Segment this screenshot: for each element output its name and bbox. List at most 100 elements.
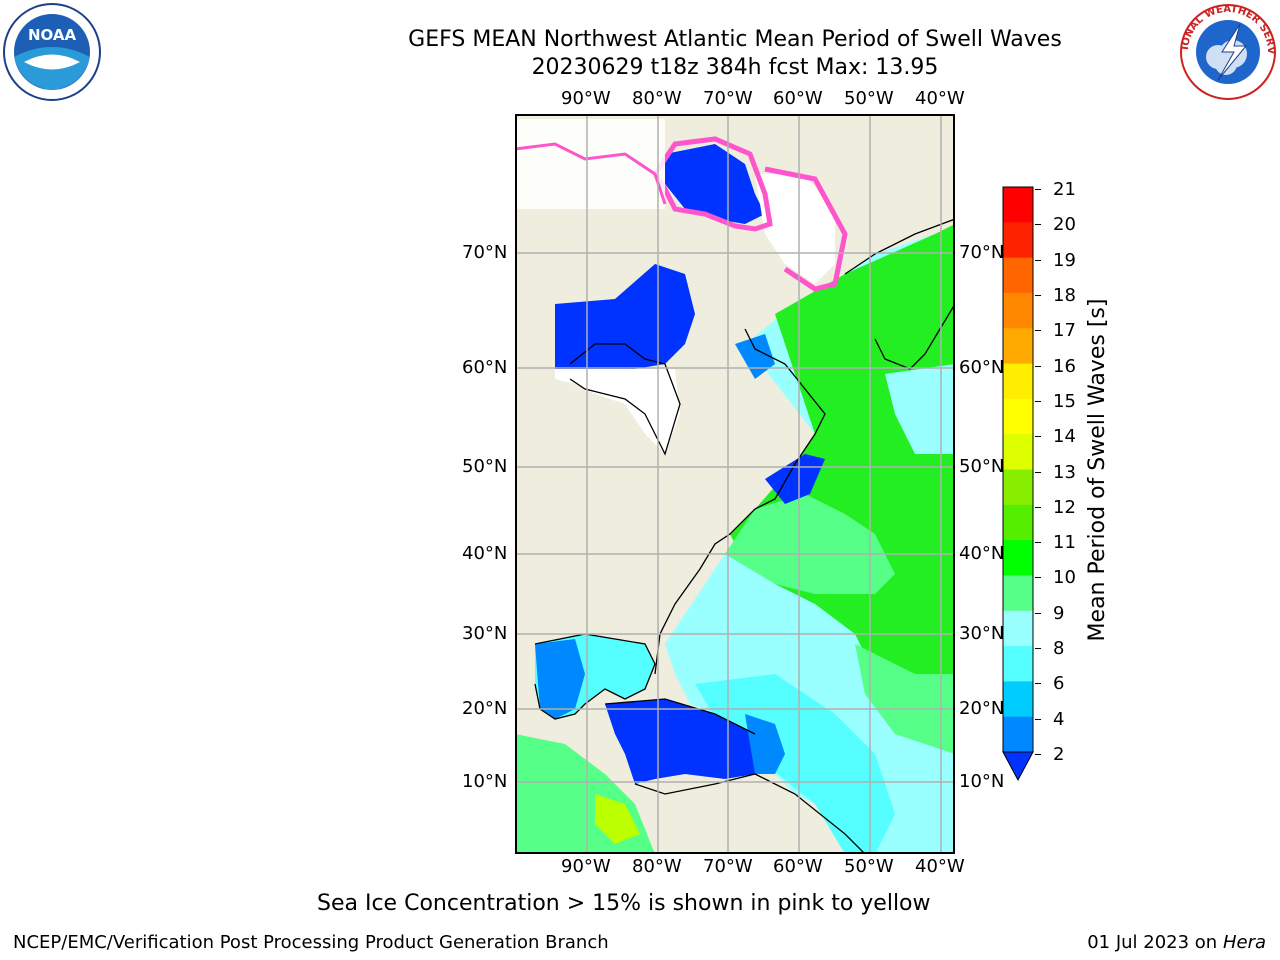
colorbar-segment — [1003, 363, 1033, 400]
colorbar-tick-mark — [1035, 648, 1041, 650]
colorbar-segment — [1003, 398, 1033, 435]
colorbar-tick-label: 8 — [1053, 638, 1065, 660]
colorbar-label: Mean Period of Swell Waves [s] — [1085, 298, 1110, 642]
colorbar-extend-triangle — [1002, 751, 1034, 782]
colorbar-tick-label: 11 — [1053, 532, 1076, 554]
colorbar-segment — [1003, 575, 1033, 612]
lon-label-top-60w: 60°W — [773, 88, 823, 109]
colorbar-tick-label: 13 — [1053, 461, 1076, 483]
footer-credit: NCEP/EMC/Verification Post Processing Pr… — [13, 932, 609, 953]
swell-period-map — [515, 114, 955, 854]
colorbar-tick-mark — [1035, 577, 1041, 579]
colorbar-segment — [1003, 292, 1033, 329]
colorbar-segment — [1003, 610, 1033, 647]
colorbar-tick-label: 17 — [1053, 320, 1076, 342]
lat-label-left-50n: 50°N — [462, 456, 508, 477]
lat-label-right-20n: 20°N — [959, 698, 1005, 719]
lon-label-top-40w: 40°W — [915, 88, 965, 109]
footer-machine: Hera — [1222, 932, 1266, 953]
colorbar-tick-mark — [1035, 683, 1041, 685]
colorbar-tick-label: 18 — [1053, 284, 1076, 306]
map-panel — [515, 114, 955, 854]
colorbar-frame — [1002, 186, 1034, 753]
ocean-green-patch — [855, 644, 955, 754]
colorbar-tick-mark — [1035, 542, 1041, 544]
colorbar-tick-mark — [1035, 330, 1041, 332]
hudson-bay-ice — [555, 369, 680, 454]
colorbar-tick-mark — [1035, 259, 1041, 261]
lon-label-bottom-40w: 40°W — [915, 856, 965, 877]
colorbar-tick-label: 19 — [1053, 249, 1076, 271]
coastlines — [534, 218, 955, 854]
lon-label-top-70w: 70°W — [703, 88, 753, 109]
colorbar-segment — [1003, 716, 1033, 753]
colorbar-tick-label: 12 — [1053, 496, 1076, 518]
arctic-ice-edge — [515, 142, 667, 205]
caribbean-east — [745, 714, 785, 774]
ocean-green-mid — [725, 494, 895, 594]
ice-edge-magenta — [651, 136, 773, 232]
colorbar-tick-mark — [1035, 436, 1041, 438]
lon-label-top-50w: 50°W — [844, 88, 894, 109]
colorbar-segment — [1003, 328, 1033, 365]
lat-label-right-60n: 60°N — [959, 357, 1005, 378]
ice-edge-magenta-east — [764, 166, 848, 292]
colorbar-segment — [1003, 222, 1033, 259]
colorbar-tick-mark — [1035, 506, 1041, 508]
colorbar — [1000, 185, 1040, 785]
colorbar-graphic — [1002, 186, 1034, 782]
colorbar-segment — [1003, 681, 1033, 718]
colorbar-ticks: 21 20 19 18 17 16 15 14 13 12 11 10 9 8 6 4 2 — [1035, 180, 1095, 770]
chart-subtitle: 20230629 t18z 384h fcst Max: 13.95 — [531, 55, 939, 80]
ocean-green-north — [730, 224, 955, 714]
pacific-yellow — [595, 794, 640, 844]
colorbar-tick-label: 2 — [1053, 744, 1065, 765]
sea-ice-note: Sea Ice Concentration > 15% is shown in … — [317, 891, 931, 916]
colorbar-segment — [1003, 257, 1033, 294]
lon-label-top-80w: 80°W — [632, 88, 682, 109]
colorbar-tick-label: 20 — [1053, 214, 1076, 236]
footer-date: 01 Jul 2023 on Hera — [1087, 932, 1266, 954]
colorbar-tick-label: 15 — [1053, 390, 1076, 412]
lon-label-bottom-70w: 70°W — [703, 856, 753, 877]
lon-label-bottom-60w: 60°W — [773, 856, 823, 877]
colorbar-tick-mark — [1035, 294, 1041, 296]
lat-label-left-60n: 60°N — [462, 357, 508, 378]
colorbar-tick-mark — [1035, 754, 1041, 755]
colorbar-tick-label: 9 — [1053, 602, 1065, 624]
lat-label-right-40n: 40°N — [959, 543, 1005, 564]
nws-logo: NATIONAL WEATHER SERVICE — [1174, 0, 1278, 102]
colorbar-tick-label: 10 — [1053, 567, 1076, 589]
colorbar-segment — [1003, 434, 1033, 470]
lat-label-left-20n: 20°N — [462, 698, 508, 719]
lat-label-right-70n: 70°N — [959, 242, 1005, 263]
lat-label-left-70n: 70°N — [462, 242, 508, 263]
colorbar-segment — [1003, 504, 1033, 541]
lat-label-right-30n: 30°N — [959, 623, 1005, 644]
footer-date-text: 01 Jul 2023 on — [1087, 932, 1223, 953]
gulf-west-blue — [535, 639, 585, 719]
colorbar-segment — [1003, 540, 1033, 576]
colorbar-tick-mark — [1035, 224, 1041, 226]
lon-label-top-90w: 90°W — [561, 88, 611, 109]
colorbar-tick-label: 21 — [1053, 179, 1076, 200]
lat-label-left-10n: 10°N — [462, 771, 508, 792]
noaa-logo: NOAA — [2, 2, 102, 102]
graticule — [515, 114, 955, 854]
colorbar-segment — [1003, 646, 1033, 682]
colorbar-tick-mark — [1035, 365, 1041, 367]
caribbean-sea — [605, 699, 765, 784]
colorbar-tick-mark — [1035, 718, 1041, 720]
chart-title: GEFS MEAN Northwest Atlantic Mean Period… — [408, 27, 1062, 52]
colorbar-tick-label: 16 — [1053, 355, 1076, 377]
noaa-logo-text: NOAA — [28, 26, 77, 44]
lat-label-left-40n: 40°N — [462, 543, 508, 564]
lon-label-bottom-50w: 50°W — [844, 856, 894, 877]
colorbar-segment — [1003, 469, 1033, 506]
colorbar-tick-mark — [1035, 471, 1041, 473]
lat-label-right-50n: 50°N — [959, 456, 1005, 477]
baffin-bay — [665, 144, 765, 224]
colorbar-tick-label: 4 — [1053, 708, 1065, 730]
colorbar-tick-label: 6 — [1053, 673, 1065, 695]
hudson-bay — [555, 264, 695, 374]
